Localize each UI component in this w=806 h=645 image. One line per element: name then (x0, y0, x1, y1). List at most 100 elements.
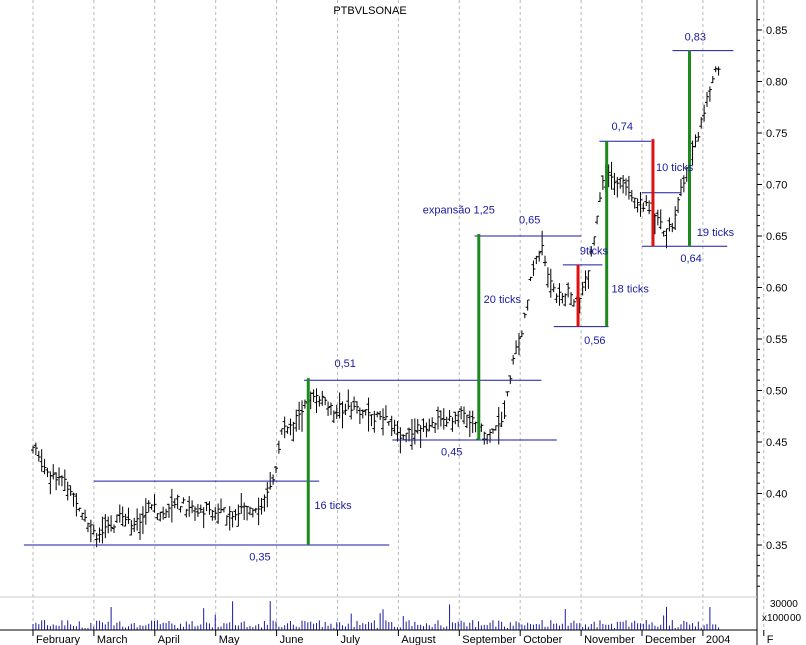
ohlc-bar (571, 299, 576, 307)
ohlc-bar (97, 527, 102, 543)
month-label: August (401, 634, 435, 645)
ohlc-bar (42, 458, 47, 475)
ohlc-bar (441, 408, 446, 430)
ohlc-bar (233, 509, 238, 521)
ohlc-bar (129, 520, 134, 536)
ohlc-bar (39, 449, 44, 472)
ohlc-bar (418, 425, 423, 448)
ohlc-bar (525, 299, 530, 311)
y-tick-label: 0.80 (766, 77, 787, 89)
ohlc-bar (349, 402, 354, 420)
ohlc-bar (138, 513, 143, 540)
ohlc-bar (236, 504, 241, 527)
ohlc-bar (172, 498, 177, 509)
ohlc-bar (178, 506, 183, 513)
ohlc-bar (444, 416, 449, 427)
ohlc-bar (169, 488, 174, 523)
ohlc-bar (245, 505, 250, 521)
ohlc-bar (505, 391, 510, 397)
annotation-labels: 0,35 16 ticks 0,51 0,45 expansão 1,25 20 tick… (249, 31, 734, 563)
ohlc-bar (699, 117, 704, 129)
ohlc-bar (323, 397, 328, 406)
month-label: May (219, 634, 240, 645)
ohlc-bar (540, 230, 545, 256)
x-axis: February March April May June July August Septe… (32, 630, 774, 645)
ohlc-bar (473, 421, 478, 433)
annotation-label-l035: 0,35 (249, 551, 270, 563)
ohlc-bar (372, 410, 377, 433)
ohlc-bar (543, 255, 548, 267)
ohlc-bar (676, 196, 681, 214)
ohlc-bar (135, 508, 140, 531)
ohlc-bar (615, 176, 620, 198)
ohlc-bar (213, 507, 218, 521)
ohlc-bar (230, 511, 235, 528)
ohlc-bar (612, 172, 617, 196)
ohlc-bar (65, 481, 70, 501)
ohlc-bar (375, 411, 380, 418)
ohlc-bar (705, 91, 710, 107)
y-axis: 0.35 0.40 0.45 0.50 0.55 0.60 0.65 0.70 0.75 0.80… (757, 19, 787, 587)
volume-axis-labels: 30000 x1000 00 (762, 599, 802, 624)
ohlc-bar (635, 198, 640, 213)
ohlc-bar (392, 419, 397, 434)
ohlc-bar (563, 293, 568, 307)
ohlc-bar (386, 420, 391, 426)
ohlc-bar (77, 507, 82, 512)
ohlc-bar (210, 510, 215, 521)
ohlc-bar (192, 506, 197, 521)
ohlc-bar (256, 497, 261, 526)
ohlc-bar (554, 293, 559, 304)
ohlc-bar (152, 494, 157, 513)
ohlc-bar (693, 134, 698, 148)
ohlc-bar (409, 418, 414, 450)
ohlc-bar (658, 209, 663, 230)
ohlc-bar (363, 409, 368, 416)
ohlc-bar (389, 415, 394, 437)
ohlc-bar (383, 405, 388, 421)
ohlc-bar (195, 504, 200, 517)
ohlc-bar (291, 421, 296, 442)
ohlc-bar (496, 406, 501, 445)
annotation-label-l20: 20 ticks (484, 294, 522, 306)
ohlc-bar (519, 330, 524, 338)
ohlc-bar (537, 250, 542, 262)
y-tick-label: 0.60 (766, 283, 787, 295)
ohlc-bar (91, 524, 96, 535)
ohlc-bar (438, 410, 443, 427)
ohlc-bar (707, 86, 712, 102)
ohlc-bar (415, 419, 420, 434)
annotation-label-l18: 18 ticks (612, 284, 650, 296)
annotation-label-l083: 0,83 (685, 31, 706, 43)
ohlc-bar (424, 422, 429, 438)
ohlc-bar (36, 450, 41, 462)
chart-title: PTBVLSONAE (333, 5, 406, 17)
ohlc-bar (430, 417, 435, 428)
month-label: December (645, 634, 696, 645)
ohlc-bar (190, 500, 195, 514)
ohlc-bar (198, 504, 203, 513)
ohlc-bar (276, 440, 281, 454)
ohlc-bar (545, 267, 550, 288)
ohlc-bar (346, 389, 351, 410)
ohlc-bar (647, 200, 652, 215)
ohlc-bar (522, 312, 527, 319)
ohlc-bar (696, 132, 701, 142)
ohlc-bar (357, 407, 362, 425)
ohlc-bar (401, 434, 406, 440)
y-tick-label: 0.35 (766, 540, 787, 552)
ohlc-bar (294, 409, 299, 432)
y-tick-label: 0.70 (766, 180, 787, 192)
ohlc-bar (713, 66, 718, 73)
ohlc-bar (54, 472, 59, 491)
ohlc-bar (201, 507, 206, 529)
ohlc-bar (146, 500, 151, 513)
month-label: November (584, 634, 635, 645)
ohlc-bar (569, 292, 574, 306)
ohlc-bar (100, 516, 105, 544)
annotation-label-l10: 10 ticks (656, 162, 694, 174)
ohlc-bar (337, 392, 342, 419)
ohlc-bar (155, 513, 160, 521)
ohlc-bar (123, 513, 128, 527)
